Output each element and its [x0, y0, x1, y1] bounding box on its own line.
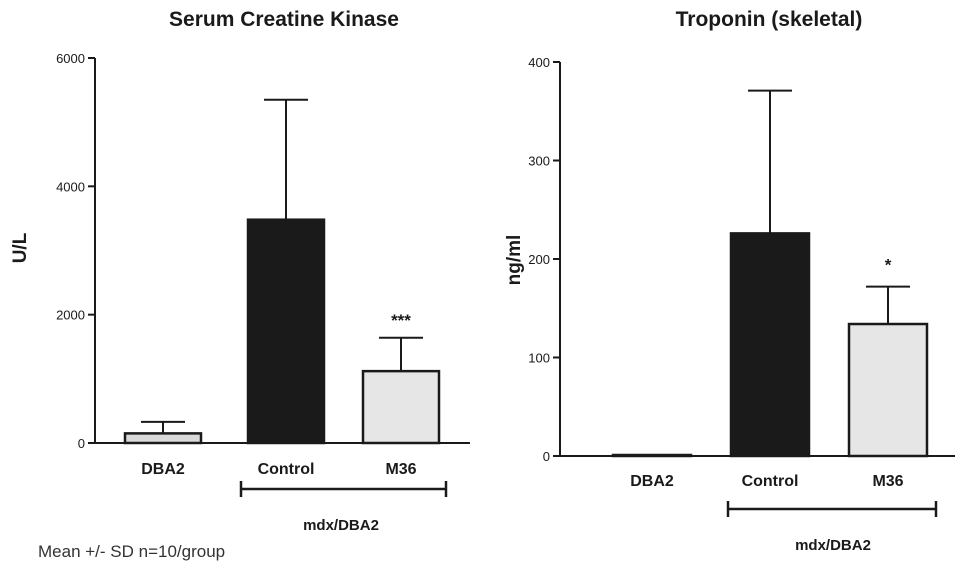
y-tick-label: 200	[528, 252, 550, 267]
chart-panel-serum-creatine-kinase: Serum Creatine Kinase U/L mdx/DBA2 0 2000…	[10, 8, 470, 534]
y-tick-label: 100	[528, 351, 550, 366]
bar-m36	[361, 369, 441, 445]
bar-control	[246, 218, 326, 445]
y-tick-label: 2000	[56, 308, 85, 323]
y-tick-label: 0	[78, 436, 85, 451]
bar-control	[729, 232, 811, 458]
x-tick-label: DBA2	[630, 473, 674, 490]
group-label: mdx/DBA2	[303, 517, 379, 534]
y-tick-label: 0	[543, 449, 550, 464]
significance-label: ***	[391, 311, 411, 330]
bar-dba2	[611, 453, 693, 458]
x-tick-label: Control	[258, 461, 315, 478]
y-axis-label: ng/ml	[504, 235, 525, 286]
y-tick-label: 4000	[56, 179, 85, 194]
x-tick-label: Control	[742, 473, 799, 490]
significance-label: *	[885, 256, 892, 275]
y-tick-label: 400	[528, 55, 550, 70]
y-tick-label: 6000	[56, 51, 85, 66]
footnote: Mean +/- SD n=10/group	[38, 542, 226, 561]
bar-m36	[847, 322, 929, 458]
chart-title: Serum Creatine Kinase	[169, 8, 399, 31]
x-tick-label: DBA2	[141, 461, 185, 478]
group-label: mdx/DBA2	[795, 537, 871, 554]
x-tick-label: M36	[385, 461, 416, 478]
chart-panel-troponin: Troponin (skeletal) ng/ml mdx/DBA2 0 100 2…	[504, 8, 955, 554]
x-tick-label: M36	[872, 473, 903, 490]
y-tick-label: 300	[528, 154, 550, 169]
bar-dba2	[123, 432, 203, 445]
y-axis-label: U/L	[10, 232, 31, 263]
chart-title: Troponin (skeletal)	[676, 8, 863, 31]
